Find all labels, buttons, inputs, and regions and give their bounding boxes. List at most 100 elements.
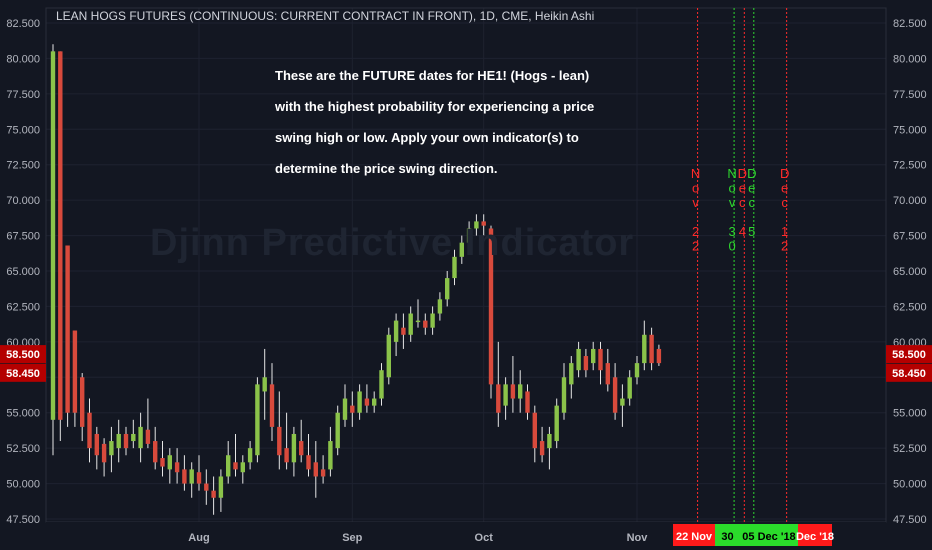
annotation-line: with the highest probability for experie… — [275, 99, 595, 114]
candle-body — [306, 455, 311, 470]
date-marker-glyph: o — [728, 181, 735, 196]
candle-body — [583, 356, 589, 371]
date-marker-glyph: 2 — [781, 239, 788, 254]
candle-body — [109, 441, 114, 456]
candle — [269, 363, 275, 442]
y-tick-label-right: 80.000 — [893, 53, 927, 65]
candle — [620, 384, 625, 427]
candle — [379, 363, 384, 406]
candle-body — [189, 469, 194, 484]
candle — [80, 373, 85, 442]
candle — [393, 313, 399, 357]
candle — [488, 225, 494, 399]
date-badge: Dec '18 — [796, 524, 834, 546]
candle-body — [116, 433, 121, 449]
candle-body — [620, 398, 625, 406]
candle-body — [233, 462, 238, 470]
date-badge-label: 30 — [721, 531, 733, 543]
candle — [591, 341, 596, 371]
candle-body — [50, 51, 56, 420]
candle-body — [591, 348, 596, 364]
date-marker-glyph: o — [692, 181, 699, 196]
candle — [525, 384, 530, 420]
candle — [145, 398, 151, 449]
x-tick-label: Sep — [342, 532, 362, 544]
date-marker: Nov 22 — [691, 8, 700, 522]
y-tick-label-left: 70.000 — [6, 195, 40, 207]
candle-body — [211, 490, 216, 498]
candle-body — [525, 391, 530, 413]
candle-body — [65, 245, 70, 413]
candle — [306, 433, 311, 477]
candle-body — [539, 441, 545, 456]
price-badges: 22 Nov 30 05 Dec '18 Dec '18 58.500 58.500 58.… — [0, 345, 932, 546]
candle-body — [269, 384, 275, 427]
candle — [364, 384, 370, 413]
candle-body — [569, 363, 574, 385]
candle-body — [80, 377, 85, 427]
candle-body — [291, 433, 297, 463]
candle — [445, 271, 450, 307]
candle-body — [466, 228, 472, 243]
candle-body — [87, 412, 92, 449]
candle-body — [196, 472, 202, 484]
date-marker-glyph: c — [781, 195, 788, 210]
candle-body — [204, 483, 209, 491]
candle — [430, 306, 435, 335]
date-marker-glyph: 5 — [748, 224, 755, 239]
candle — [233, 433, 238, 477]
price-badge-bg — [886, 363, 932, 382]
candle-body — [357, 391, 362, 413]
date-marker-glyph: D — [747, 166, 756, 181]
candle — [554, 398, 559, 449]
candle-body — [649, 334, 654, 364]
candle-body — [634, 363, 640, 378]
date-marker-glyph: v — [692, 195, 699, 210]
date-marker: Nov 30 — [727, 8, 737, 522]
y-tick-label-right: 50.000 — [893, 479, 927, 491]
candle — [262, 348, 267, 420]
candle — [123, 426, 129, 456]
candle — [240, 455, 245, 484]
candle-body — [153, 441, 158, 463]
price-badge-right: 58.500 — [886, 345, 932, 364]
y-tick-label-left: 47.500 — [6, 514, 40, 526]
candle — [58, 51, 63, 442]
price-badge-left: 58.450 — [0, 363, 46, 382]
candle-body — [561, 377, 567, 413]
candle — [328, 426, 333, 477]
y-tick-label-left: 62.500 — [6, 301, 40, 313]
y-tick-label-right: 70.000 — [893, 195, 927, 207]
candle — [196, 455, 202, 491]
candle — [350, 391, 355, 427]
candle — [481, 214, 486, 236]
candle-body — [415, 320, 421, 323]
candle-body — [138, 426, 143, 449]
candles — [50, 44, 662, 515]
candle-body — [547, 433, 552, 449]
candle-body — [518, 384, 523, 399]
candle-body — [335, 412, 340, 449]
candle — [87, 398, 92, 463]
candle-body — [145, 429, 151, 444]
candle-body — [372, 398, 377, 406]
candle-body — [452, 256, 457, 279]
candle — [131, 419, 136, 449]
candle — [138, 412, 143, 463]
y-tick-label-left: 55.000 — [6, 408, 40, 420]
y-tick-label-left: 75.000 — [6, 124, 40, 136]
date-marker-glyph: c — [749, 195, 756, 210]
candle — [459, 235, 464, 264]
candle-body — [488, 228, 494, 385]
candle-body — [445, 278, 450, 300]
candle — [357, 384, 362, 420]
candle — [299, 419, 304, 463]
candle — [642, 320, 647, 371]
date-marker-glyph: e — [739, 181, 746, 196]
date-marker: Dec 5 — [747, 8, 756, 522]
candle-body — [182, 469, 187, 484]
candle — [408, 306, 413, 342]
candle — [569, 356, 574, 399]
